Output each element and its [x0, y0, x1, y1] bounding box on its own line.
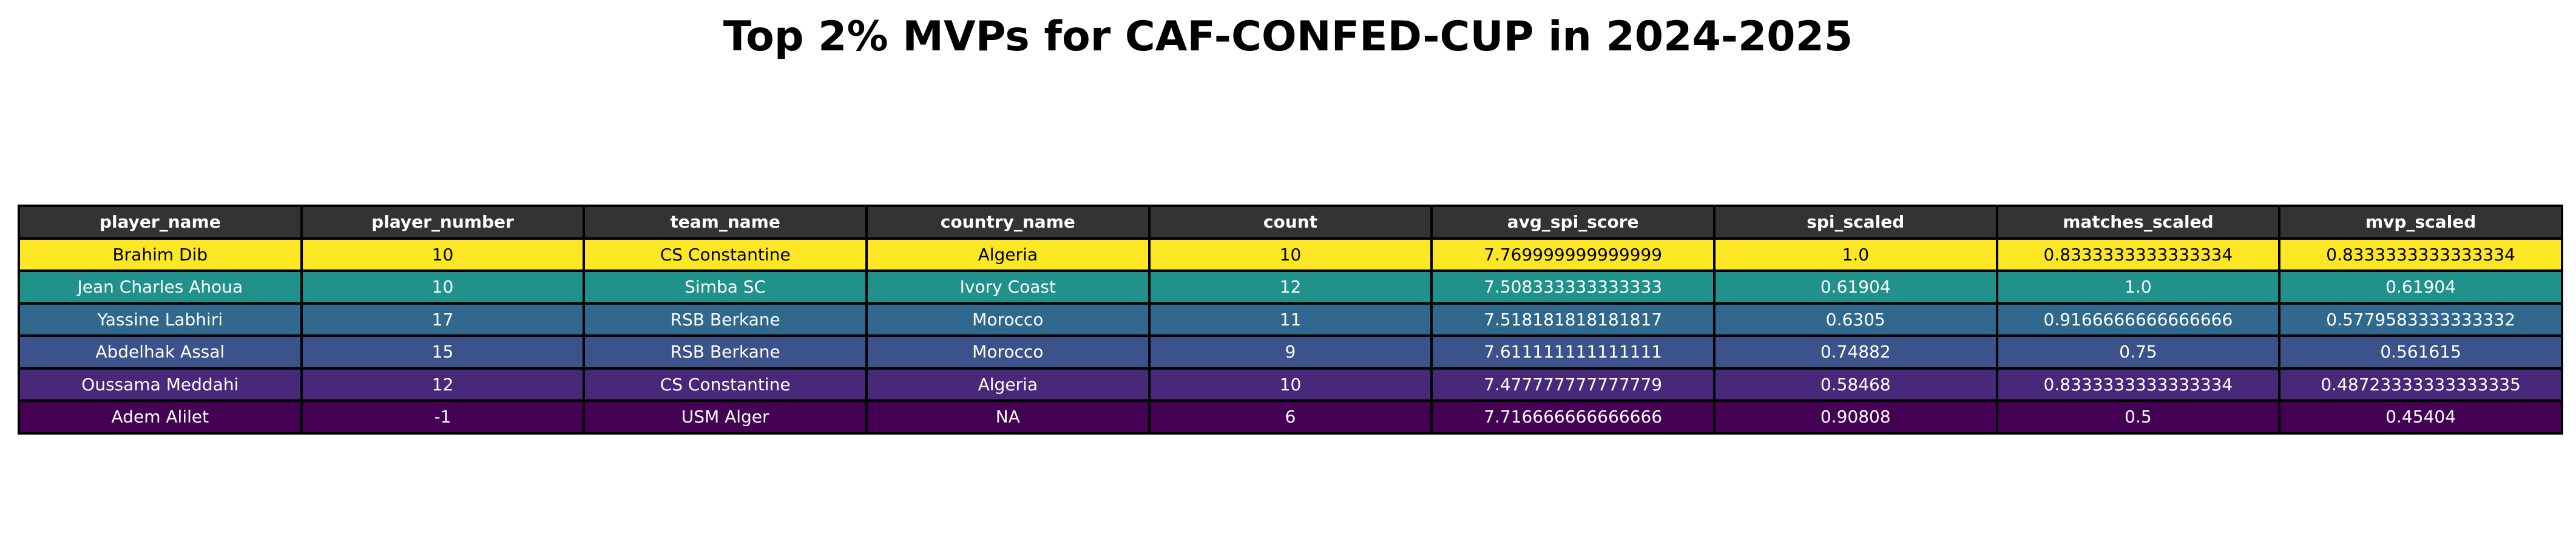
table-cell-player-name: Yassine Labhiri	[18, 302, 303, 337]
table-row: Jean Charles Ahoua 10 Simba SC Ivory Coast 1…	[18, 270, 2563, 305]
table-cell-player-name: Abdelhak Assal	[18, 334, 303, 370]
table-cell-country-name: Algeria	[865, 237, 1151, 272]
table-cell-spi-scaled: 0.61904	[1712, 270, 1998, 305]
column-header-avg-spi-score: avg_spi_score	[1430, 205, 1716, 240]
table-cell-country-name: Morocco	[865, 302, 1151, 337]
table-cell-country-name: Algeria	[865, 367, 1151, 402]
table-cell-matches-scaled: 0.5	[1995, 399, 2281, 435]
table-cell-player-number: 17	[300, 302, 586, 337]
mvp-table-container: player_name player_number team_name country…	[18, 205, 2563, 435]
table-cell-country-name: Ivory Coast	[865, 270, 1151, 305]
table-cell-player-number: -1	[300, 399, 586, 435]
table-cell-player-number: 12	[300, 367, 586, 402]
table-cell-mvp-scaled: 0.45404	[2278, 399, 2563, 435]
table-cell-count: 10	[1148, 367, 1433, 402]
table-body: Brahim Dib 10 CS Constantine Algeria 10 7.769…	[18, 237, 2563, 435]
table-cell-spi-scaled: 0.6305	[1712, 302, 1998, 337]
table-cell-team-name: CS Constantine	[583, 237, 868, 272]
table-cell-count: 10	[1148, 237, 1433, 272]
table-cell-mvp-scaled: 0.48723333333333335	[2278, 367, 2563, 402]
table-cell-matches-scaled: 0.8333333333333334	[1995, 237, 2281, 272]
table-cell-count: 9	[1148, 334, 1433, 370]
table-cell-count: 11	[1148, 302, 1433, 337]
table-cell-player-name: Adem Alilet	[18, 399, 303, 435]
table-cell-player-number: 15	[300, 334, 586, 370]
table-cell-matches-scaled: 0.9166666666666666	[1995, 302, 2281, 337]
column-header-matches-scaled: matches_scaled	[1995, 205, 2281, 240]
table-cell-matches-scaled: 0.8333333333333334	[1995, 367, 2281, 402]
mvp-table: player_name player_number team_name country…	[18, 205, 2563, 435]
table-cell-player-name: Oussama Meddahi	[18, 367, 303, 402]
table-cell-spi-scaled: 0.74882	[1712, 334, 1998, 370]
column-header-mvp-scaled: mvp_scaled	[2278, 205, 2563, 240]
column-header-spi-scaled: spi_scaled	[1712, 205, 1998, 240]
table-cell-mvp-scaled: 0.5779583333333332	[2278, 302, 2563, 337]
table-cell-country-name: NA	[865, 399, 1151, 435]
table-cell-avg-spi-score: 7.769999999999999	[1430, 237, 1716, 272]
table-cell-team-name: USM Alger	[583, 399, 868, 435]
table-cell-mvp-scaled: 0.8333333333333334	[2278, 237, 2563, 272]
chart-title: Top 2% MVPs for CAF-CONFED-CUP in 2024-2…	[723, 13, 1853, 61]
table-cell-avg-spi-score: 7.716666666666666	[1430, 399, 1716, 435]
table-cell-player-number: 10	[300, 237, 586, 272]
column-header-country-name: country_name	[865, 205, 1151, 240]
table-cell-team-name: RSB Berkane	[583, 302, 868, 337]
table-row: Oussama Meddahi 12 CS Constantine Algeria 10…	[18, 367, 2563, 402]
table-cell-team-name: CS Constantine	[583, 367, 868, 402]
table-row: Yassine Labhiri 17 RSB Berkane Morocco 11 7.5…	[18, 302, 2563, 337]
table-cell-country-name: Morocco	[865, 334, 1151, 370]
table-cell-spi-scaled: 0.90808	[1712, 399, 1998, 435]
column-header-team-name: team_name	[583, 205, 868, 240]
table-cell-team-name: RSB Berkane	[583, 334, 868, 370]
column-header-player-name: player_name	[18, 205, 303, 240]
table-row: Brahim Dib 10 CS Constantine Algeria 10 7.769…	[18, 237, 2563, 272]
table-cell-avg-spi-score: 7.477777777777779	[1430, 367, 1716, 402]
table-cell-spi-scaled: 1.0	[1712, 237, 1998, 272]
table-cell-count: 12	[1148, 270, 1433, 305]
column-header-count: count	[1148, 205, 1433, 240]
table-cell-matches-scaled: 0.75	[1995, 334, 2281, 370]
table-row: Abdelhak Assal 15 RSB Berkane Morocco 9 7.611…	[18, 334, 2563, 370]
table-header-row: player_name player_number team_name country…	[18, 205, 2563, 240]
table-cell-player-name: Jean Charles Ahoua	[18, 270, 303, 305]
table-cell-avg-spi-score: 7.518181818181817	[1430, 302, 1716, 337]
table-cell-player-name: Brahim Dib	[18, 237, 303, 272]
table-cell-matches-scaled: 1.0	[1995, 270, 2281, 305]
table-cell-mvp-scaled: 0.61904	[2278, 270, 2563, 305]
table-cell-mvp-scaled: 0.561615	[2278, 334, 2563, 370]
table-cell-count: 6	[1148, 399, 1433, 435]
table-row: Adem Alilet -1 USM Alger NA 6 7.7166666666666…	[18, 399, 2563, 435]
table-cell-player-number: 10	[300, 270, 586, 305]
table-cell-avg-spi-score: 7.611111111111111	[1430, 334, 1716, 370]
column-header-player-number: player_number	[300, 205, 586, 240]
table-cell-spi-scaled: 0.58468	[1712, 367, 1998, 402]
table-cell-avg-spi-score: 7.508333333333333	[1430, 270, 1716, 305]
table-cell-team-name: Simba SC	[583, 270, 868, 305]
